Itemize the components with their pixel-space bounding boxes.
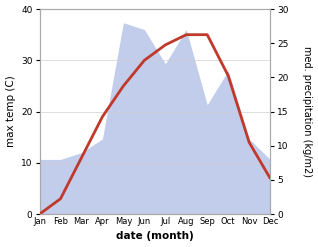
X-axis label: date (month): date (month) bbox=[116, 231, 194, 242]
Y-axis label: med. precipitation (kg/m2): med. precipitation (kg/m2) bbox=[302, 46, 313, 177]
Y-axis label: max temp (C): max temp (C) bbox=[5, 76, 16, 147]
